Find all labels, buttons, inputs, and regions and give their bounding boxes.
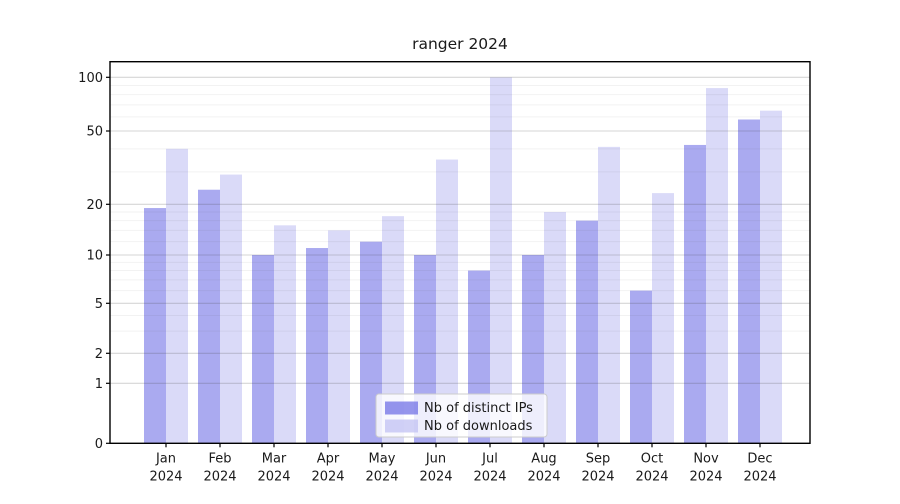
bar-dec-downloads: [760, 110, 782, 444]
bar-nov-downloads: [706, 88, 728, 444]
bar-apr-downloads: [328, 230, 350, 444]
bar-oct-downloads: [652, 193, 674, 444]
x-tick-label-month: Jul: [481, 451, 498, 466]
legend-label-distinct-ips: Nb of distinct IPs: [424, 401, 533, 416]
x-tick-label-year: 2024: [743, 469, 776, 484]
x-tick-label-month: Jan: [155, 451, 176, 466]
bar-jun-downloads: [436, 159, 458, 444]
y-tick-label: 2: [95, 347, 103, 362]
y-tick-label: 1: [95, 377, 103, 392]
plot-frame: [109, 61, 811, 445]
bar-jan-downloads: [166, 148, 188, 444]
x-tick-label-month: Mar: [262, 451, 287, 466]
x-tick-label-year: 2024: [149, 469, 182, 484]
x-tick-label-year: 2024: [365, 469, 398, 484]
bar-nov-ips: [684, 144, 706, 444]
legend-swatch-distinct-ips: [385, 401, 418, 415]
x-tick-label-year: 2024: [419, 469, 452, 484]
legend-swatch-downloads: [385, 419, 418, 433]
chart-title: ranger 2024: [412, 35, 508, 53]
bar-sep-downloads: [598, 146, 620, 444]
x-tick-label-year: 2024: [527, 469, 560, 484]
x-axis: Jan 2024 Feb 2024 Mar 2024 Apr 2024 May 2024 Jun 20…: [149, 443, 777, 484]
bars-layer: [144, 77, 782, 444]
x-tick-label-year: 2024: [473, 469, 506, 484]
grid-layer: [110, 76, 810, 384]
bar-aug-downloads: [544, 212, 566, 444]
x-tick-label-year: 2024: [689, 469, 722, 484]
bar-jan-ips: [144, 208, 166, 444]
bar-oct-ips: [630, 290, 652, 444]
bar-dec-ips: [738, 119, 760, 444]
x-tick-label-year: 2024: [635, 469, 668, 484]
bar-may-downloads: [382, 216, 404, 444]
y-tick-label: 20: [86, 198, 103, 213]
y-axis: 0 1 2 5 10 20 50 100: [78, 71, 110, 452]
bar-apr-ips: [306, 248, 328, 444]
x-tick-label-month: Sep: [586, 451, 611, 466]
x-tick-label-month: Dec: [747, 451, 772, 466]
y-tick-label: 0: [95, 437, 103, 452]
bar-sep-ips: [576, 220, 598, 444]
bar-feb-ips: [198, 189, 220, 444]
x-tick-label-year: 2024: [311, 469, 344, 484]
x-tick-label-month: May: [369, 451, 396, 466]
x-tick-label-month: Nov: [693, 451, 719, 466]
bar-mar-downloads: [274, 225, 296, 444]
x-tick-label-year: 2024: [203, 469, 236, 484]
legend-label-downloads: Nb of downloads: [424, 419, 533, 434]
x-tick-label-year: 2024: [257, 469, 290, 484]
x-tick-label-month: Apr: [317, 451, 340, 466]
y-tick-label: 5: [95, 297, 103, 312]
x-tick-label-year: 2024: [581, 469, 614, 484]
bar-mar-ips: [252, 255, 274, 444]
legend-box: [375, 393, 548, 438]
x-tick-label-month: Jun: [425, 451, 446, 466]
bar-feb-downloads: [220, 174, 242, 444]
y-tick-label: 100: [78, 71, 103, 86]
legend: Nb of distinct IPs Nb of downloads: [375, 393, 548, 438]
x-tick-label-month: Oct: [641, 451, 663, 466]
bar-jul-downloads: [490, 77, 512, 444]
bar-may-ips: [360, 241, 382, 444]
y-tick-label: 10: [86, 249, 103, 264]
x-tick-label-month: Feb: [208, 451, 231, 466]
x-tick-label-month: Aug: [531, 451, 556, 466]
y-tick-label: 50: [86, 125, 103, 140]
